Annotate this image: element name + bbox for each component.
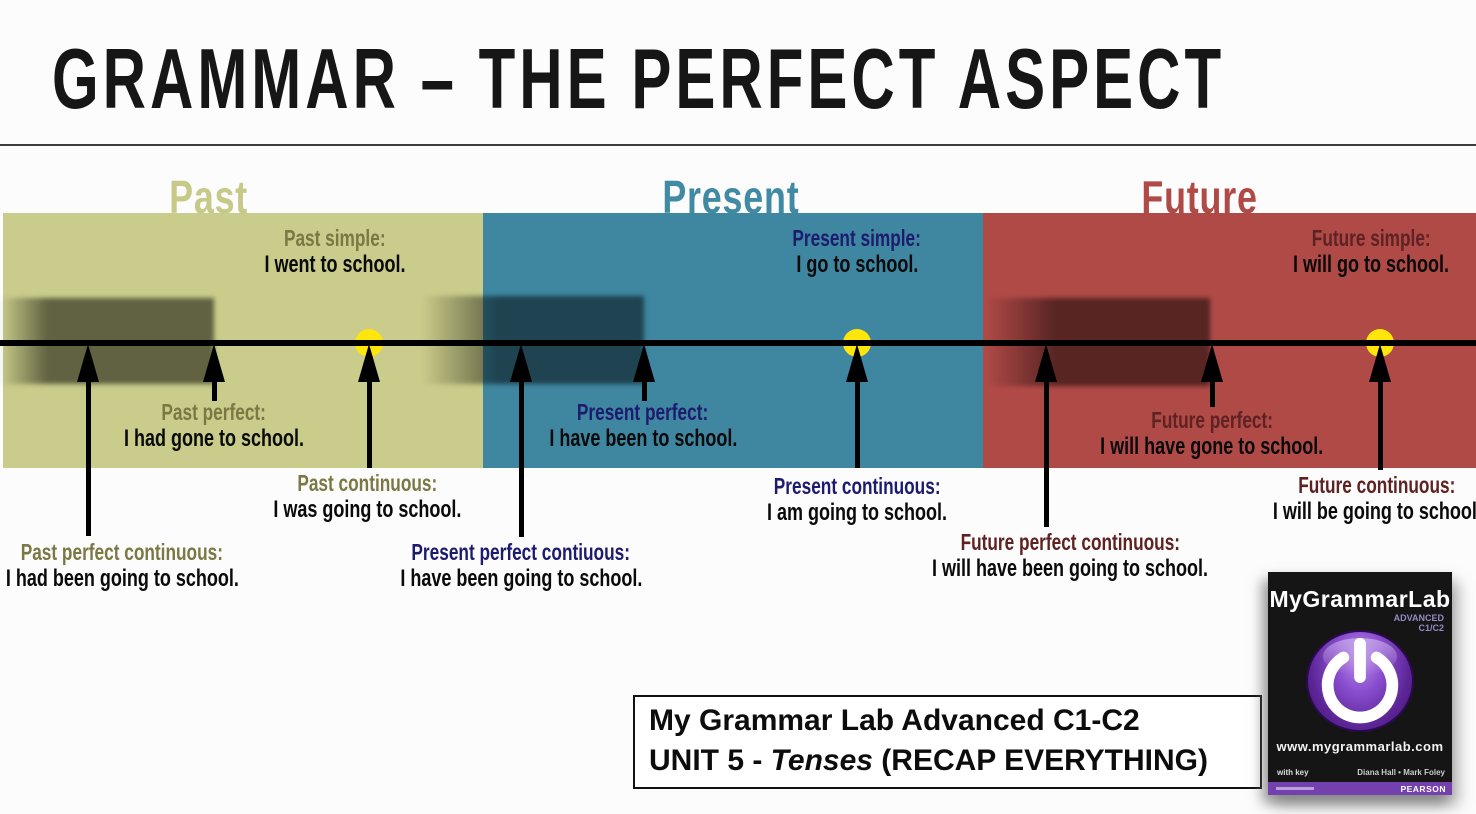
arrow-future-perfect-continuous	[1035, 344, 1057, 527]
book-level: ADVANCED C1/C2	[1393, 613, 1444, 633]
book-url: www.mygrammarlab.com	[1276, 739, 1444, 754]
book-title: MyGrammarLab	[1269, 586, 1451, 612]
arrow-past-perfect-continuous	[77, 344, 99, 536]
publisher-bar: PEARSON	[1268, 782, 1452, 795]
caption-line1: My Grammar Lab Advanced C1-C2	[649, 704, 1140, 737]
publisher-imprint-mark	[1276, 787, 1314, 790]
book-key-note: with key	[1277, 768, 1309, 777]
arrow-past-perfect	[203, 344, 225, 401]
arrow-past-continuous	[358, 344, 380, 468]
time-axis	[0, 340, 1476, 346]
book-authors: Diana Hall • Mark Foley	[1357, 768, 1445, 777]
caption-line2: UNIT 5 - Tenses (RECAP EVERYTHING)	[649, 744, 1208, 777]
slide-title: GRAMMAR – THE PERFECT ASPECT	[52, 31, 1226, 127]
arrow-future-continuous	[1369, 344, 1391, 470]
arrow-present-perfect-continuous	[510, 344, 532, 537]
title-divider	[0, 144, 1476, 146]
arrow-present-continuous	[846, 344, 868, 468]
arrow-present-perfect	[633, 344, 655, 401]
source-caption-box: My Grammar Lab Advanced C1-C2 UNIT 5 - T…	[633, 695, 1262, 789]
power-button-icon	[1306, 630, 1414, 732]
arrow-future-perfect	[1201, 344, 1223, 407]
book-publisher: PEARSON	[1400, 784, 1446, 794]
mygrammarlab-book-cover: MyGrammarLab ADVANCED C1/C2 www.mygramma…	[1268, 572, 1452, 795]
